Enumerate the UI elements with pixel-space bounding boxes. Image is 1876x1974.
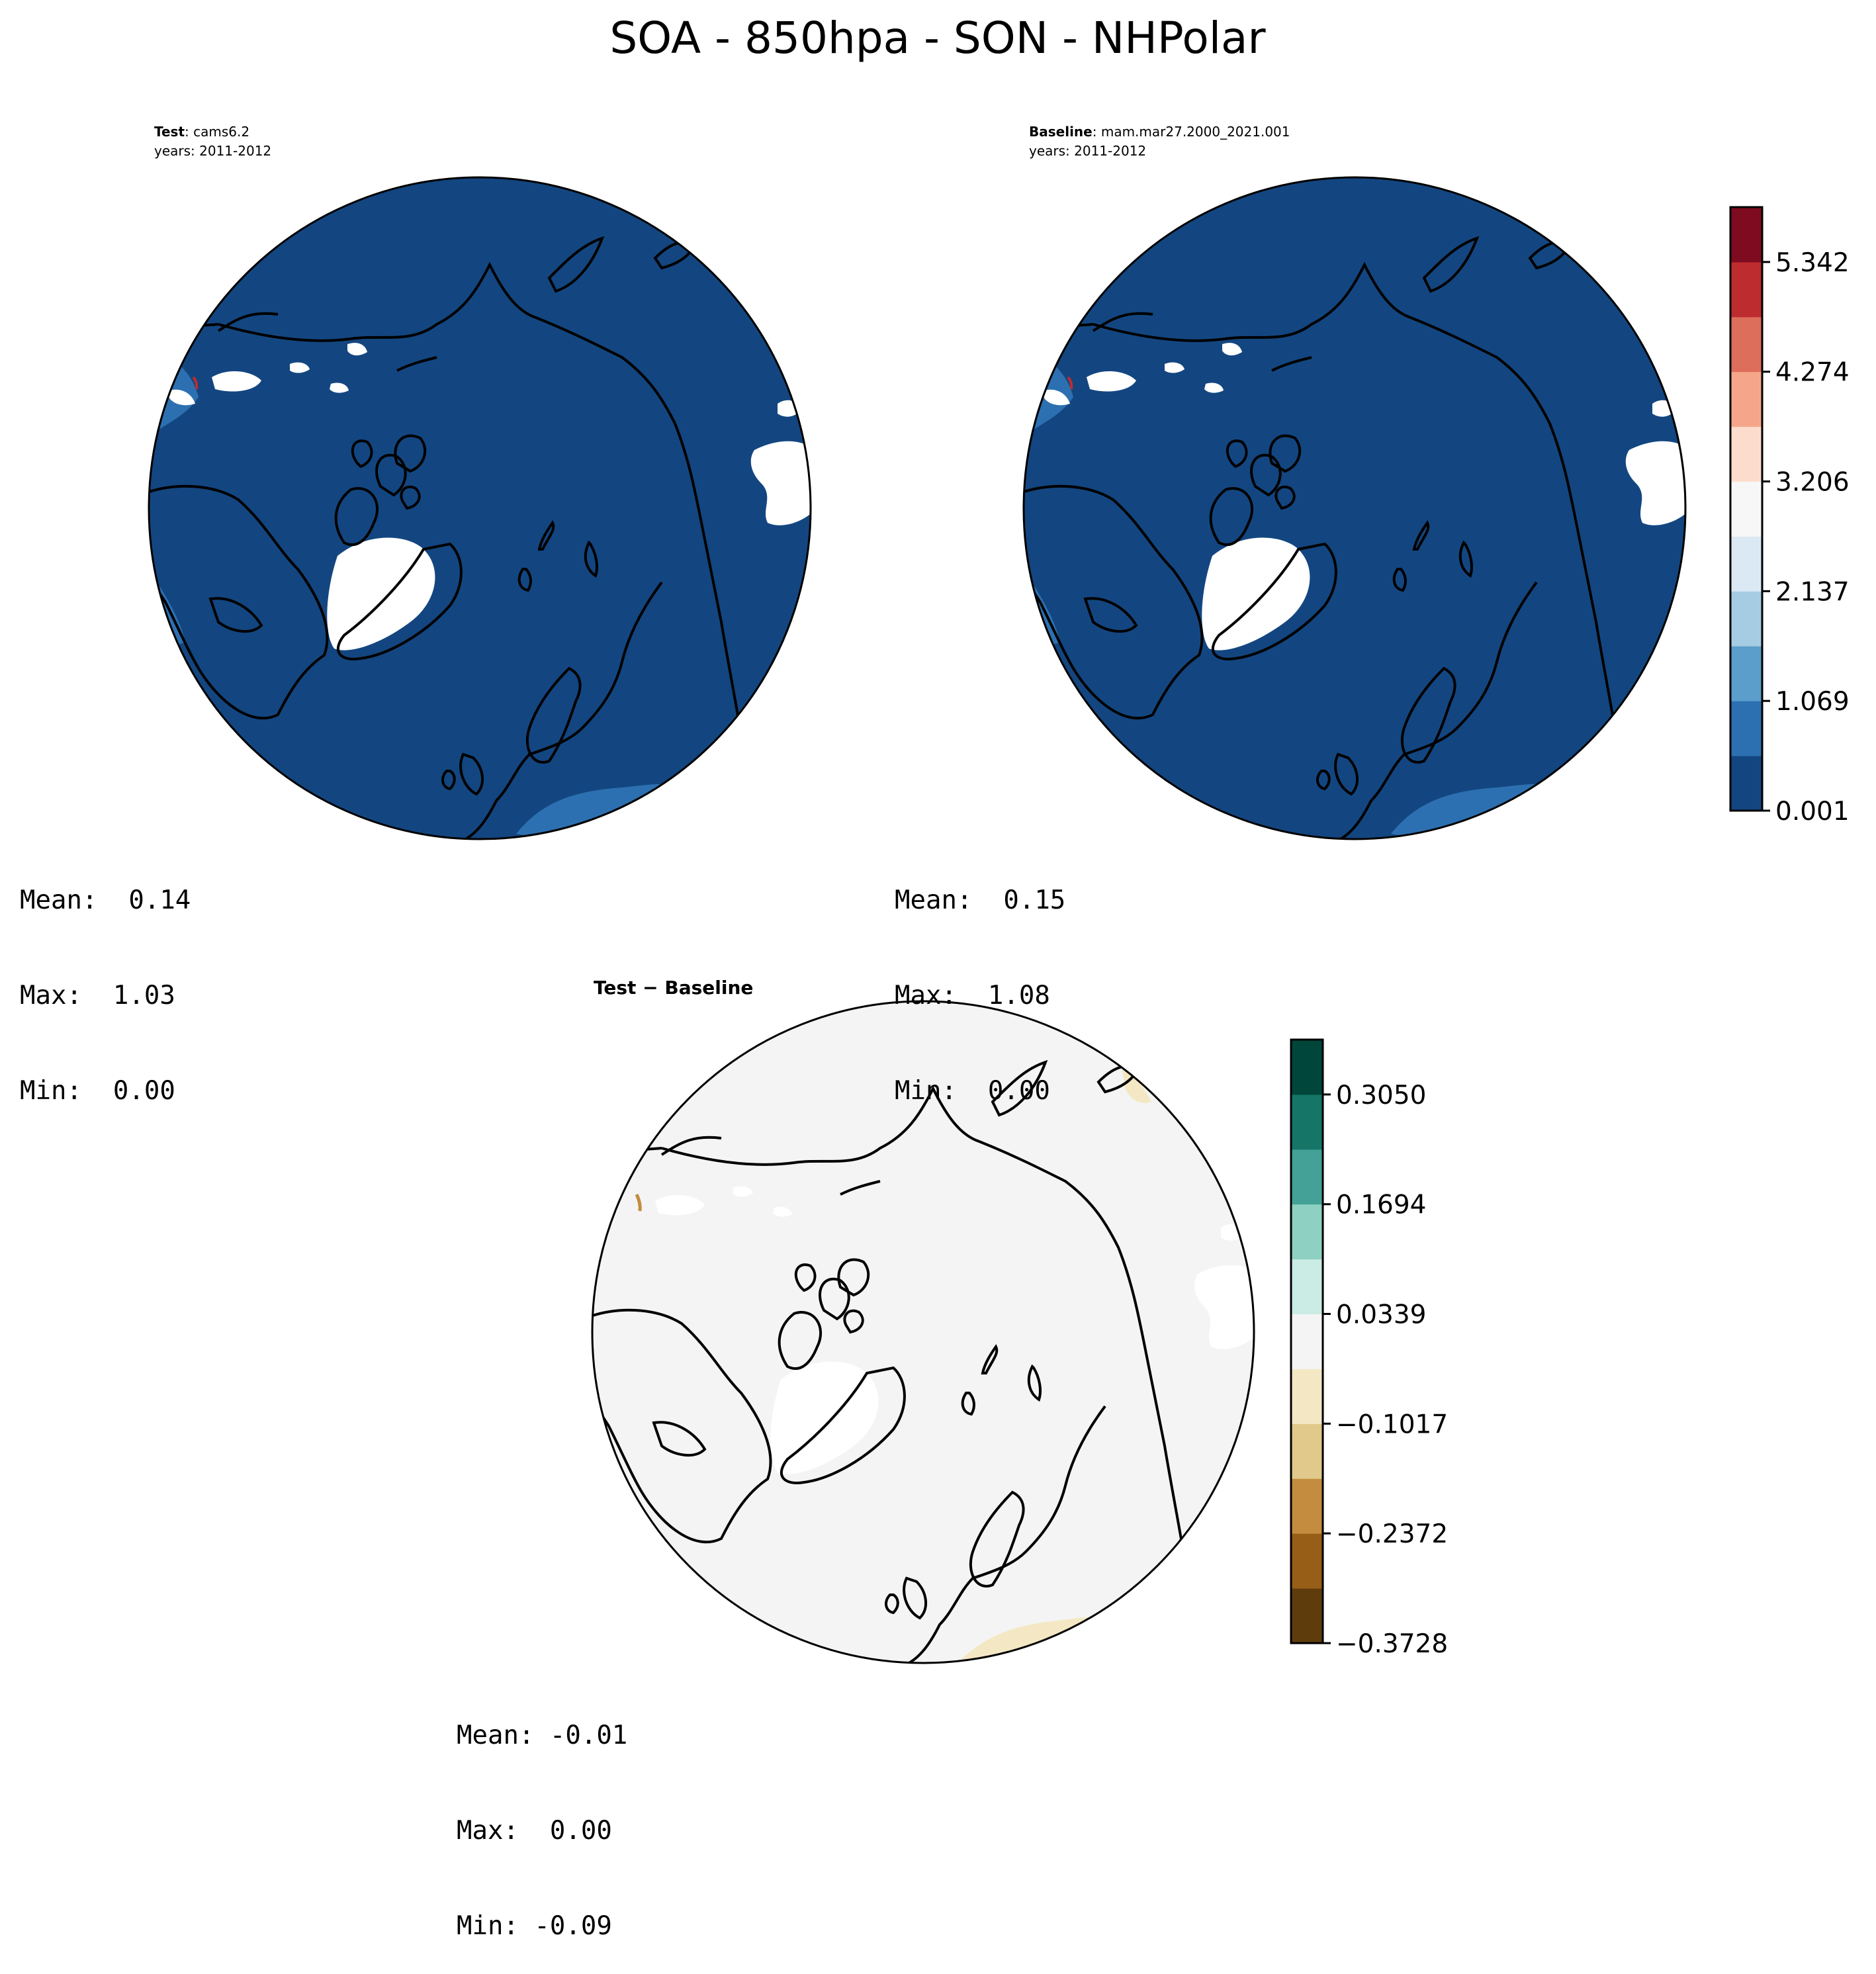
diff-max: Max: 0.00 — [457, 1816, 612, 1846]
diff-panel-header: Test − Baseline — [594, 977, 753, 999]
abs-colorbar-tick-label: 2.137 — [1775, 577, 1850, 607]
abs-colorbar-band — [1730, 756, 1762, 811]
test-stats: Mean: 0.14 Max: 1.03 Min: 0.00 — [20, 821, 191, 1139]
abs-colorbar-tick-label: 1.069 — [1775, 687, 1850, 717]
diff-colorbar-band — [1291, 1204, 1323, 1260]
baseline-polar-map — [1022, 176, 1687, 840]
abs-colorbar-band — [1730, 481, 1762, 537]
diff-colorbar-band — [1291, 1368, 1323, 1424]
test-min: Min: 0.00 — [20, 1076, 175, 1106]
diff-min: Min: -0.09 — [457, 1911, 612, 1941]
diff-colorbar-frame — [1290, 1038, 1324, 1644]
diff-colorbar-band — [1291, 1533, 1323, 1589]
figure-title: SOA - 850hpa - SON - NHPolar — [609, 13, 1266, 64]
abs-colorbar-frame — [1729, 206, 1764, 812]
abs-colorbar-tick-label: 5.342 — [1775, 248, 1850, 278]
diff-colorbar-tick-label: −0.2372 — [1336, 1519, 1448, 1549]
absolute-colorbar: 0.001 1.069 2.137 3.206 4.274 5.342 — [1729, 206, 1850, 827]
baseline-max: Max: 1.08 — [895, 981, 1050, 1010]
diff-colorbar-tick-label: −0.3728 — [1336, 1629, 1448, 1659]
abs-colorbar-tick-label: 4.274 — [1775, 358, 1850, 388]
baseline-mean: Mean: 0.15 — [895, 885, 1066, 915]
diff-stats: Mean: -0.01 Max: 0.00 Min: -0.09 — [457, 1656, 627, 1974]
diff-colorbar-band — [1291, 1478, 1323, 1534]
diff-colorbar-band — [1291, 1588, 1323, 1644]
diff-colorbar-band — [1291, 1314, 1323, 1369]
abs-colorbar-band — [1730, 591, 1762, 647]
diff-mean: Mean: -0.01 — [457, 1721, 628, 1750]
diff-colorbar-tick-label: 0.0339 — [1336, 1300, 1426, 1330]
baseline-panel-header: Baseline: mam.mar27.2000_2021.001 — [1029, 124, 1290, 140]
abs-colorbar-band — [1730, 701, 1762, 756]
abs-colorbar-band — [1730, 426, 1762, 482]
diff-colorbar-band — [1291, 1259, 1323, 1315]
baseline-panel-years: years: 2011-2012 — [1029, 143, 1146, 159]
abs-colorbar-band — [1730, 536, 1762, 592]
abs-colorbar-tick-label: 0.001 — [1775, 797, 1850, 827]
figure: SOA - 850hpa - SON - NHPolar Test: cams6… — [148, 13, 1850, 1664]
abs-colorbar-band — [1730, 261, 1762, 318]
diff-colorbar-tick-label: −0.1017 — [1336, 1410, 1448, 1439]
difference-polar-map — [591, 1000, 1255, 1664]
baseline-panel-header-label: Baseline — [1029, 124, 1093, 140]
baseline-stats: Mean: 0.15 Max: 1.08 Min: 0.00 — [895, 821, 1065, 1139]
test-panel-header-label: Test — [154, 124, 185, 140]
diff-colorbar-band — [1291, 1423, 1323, 1479]
test-max: Max: 1.03 — [20, 981, 175, 1010]
test-panel-header: Test: cams6.2 — [154, 124, 249, 140]
abs-colorbar-band — [1730, 207, 1762, 263]
diff-colorbar-band — [1291, 1094, 1323, 1150]
diff-colorbar-band — [1291, 1040, 1323, 1095]
test-mean: Mean: 0.14 — [20, 885, 191, 915]
abs-colorbar-band — [1730, 646, 1762, 701]
diff-colorbar-tick-label: 0.3050 — [1336, 1081, 1426, 1110]
test-panel-years: years: 2011-2012 — [154, 143, 271, 159]
test-polar-map — [148, 176, 812, 840]
baseline-min: Min: 0.00 — [895, 1076, 1050, 1106]
diff-colorbar-tick-label: 0.1694 — [1336, 1190, 1426, 1220]
abs-colorbar-band — [1730, 371, 1762, 427]
test-panel-header-case: : cams6.2 — [185, 124, 249, 140]
baseline-panel-header-case: : mam.mar27.2000_2021.001 — [1093, 124, 1290, 140]
abs-colorbar-band — [1730, 316, 1762, 373]
difference-colorbar: −0.3728 −0.2372 −0.1017 0.0339 0.1694 0.3050 — [1290, 1038, 1448, 1659]
diff-colorbar-band — [1291, 1149, 1323, 1205]
abs-colorbar-tick-label: 3.206 — [1775, 468, 1850, 498]
